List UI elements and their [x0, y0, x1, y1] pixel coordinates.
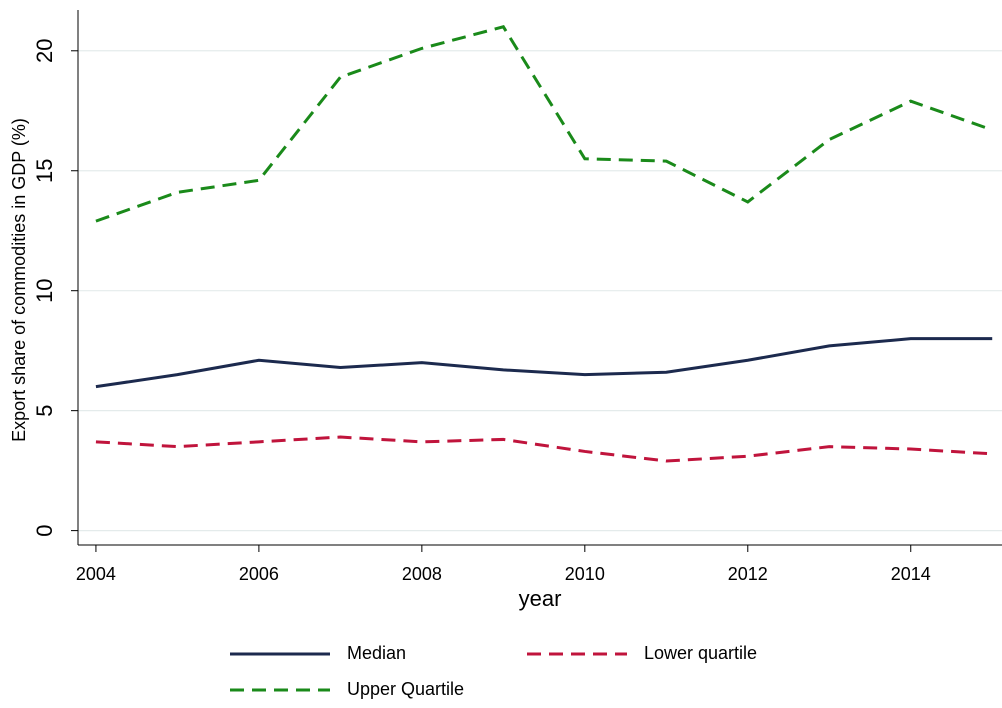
legend-label: Median	[347, 643, 406, 663]
y-tick-label: 15	[32, 158, 57, 182]
x-axis-label: year	[519, 586, 562, 611]
y-tick-label: 5	[32, 405, 57, 417]
legend-label: Lower quartile	[644, 643, 757, 663]
x-tick-label: 2010	[565, 564, 605, 584]
series-line	[95, 25, 993, 223]
y-tick-label: 10	[32, 278, 57, 302]
series-line	[95, 337, 993, 389]
x-tick-label: 2012	[728, 564, 768, 584]
x-tick-label: 2006	[239, 564, 279, 584]
x-tick-label: 2008	[402, 564, 442, 584]
x-tick-label: 2014	[891, 564, 931, 584]
series-line	[95, 435, 993, 463]
y-tick-label: 0	[32, 524, 57, 536]
x-tick-label: 2004	[76, 564, 116, 584]
y-tick-label: 20	[32, 39, 57, 63]
y-axis-label: Export share of commodities in GDP (%)	[9, 118, 29, 442]
legend-label: Upper Quartile	[347, 679, 464, 699]
